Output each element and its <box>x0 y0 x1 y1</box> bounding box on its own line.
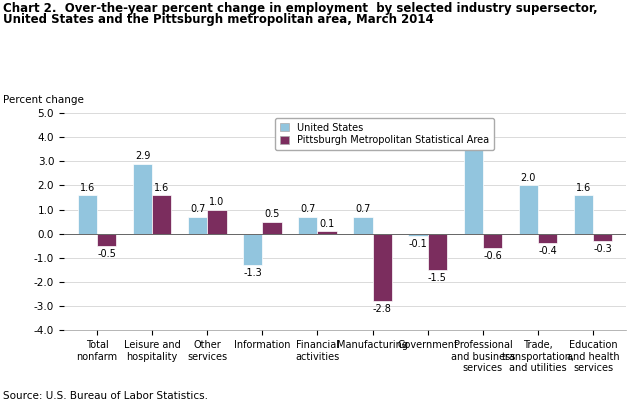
Bar <box>483 234 502 248</box>
Bar <box>463 144 483 234</box>
Text: -2.8: -2.8 <box>373 304 392 314</box>
Bar <box>133 164 152 234</box>
Text: 2.0: 2.0 <box>521 173 536 183</box>
Text: 3.7: 3.7 <box>466 132 481 142</box>
Bar <box>318 231 337 234</box>
Text: 1.6: 1.6 <box>576 183 591 193</box>
Text: 0.7: 0.7 <box>300 204 316 214</box>
Bar <box>263 222 282 234</box>
Bar <box>97 234 116 246</box>
Bar <box>78 195 97 234</box>
Text: -0.6: -0.6 <box>483 251 502 261</box>
Text: Percent change: Percent change <box>3 95 84 105</box>
Bar <box>538 234 557 243</box>
Text: -1.5: -1.5 <box>428 273 447 283</box>
Text: 0.5: 0.5 <box>265 209 280 219</box>
Text: United States and the Pittsburgh metropolitan area, March 2014: United States and the Pittsburgh metropo… <box>3 13 434 26</box>
Text: 1.6: 1.6 <box>154 183 169 193</box>
Bar <box>207 210 227 234</box>
Text: Source: U.S. Bureau of Labor Statistics.: Source: U.S. Bureau of Labor Statistics. <box>3 391 208 401</box>
Text: 1.6: 1.6 <box>80 183 95 193</box>
Bar <box>593 234 612 241</box>
Text: 2.9: 2.9 <box>135 151 150 161</box>
Text: 0.1: 0.1 <box>320 219 335 229</box>
Bar <box>353 217 373 234</box>
Text: 0.7: 0.7 <box>190 204 205 214</box>
Text: -0.5: -0.5 <box>97 249 116 259</box>
Bar <box>408 234 427 236</box>
Bar <box>188 217 207 234</box>
Bar <box>574 195 593 234</box>
Text: Chart 2.  Over-the-year percent change in employment  by selected industry super: Chart 2. Over-the-year percent change in… <box>3 2 598 15</box>
Bar <box>298 217 318 234</box>
Bar <box>152 195 171 234</box>
Text: -0.4: -0.4 <box>538 246 557 256</box>
Text: -0.1: -0.1 <box>409 239 427 249</box>
Text: 1.0: 1.0 <box>209 197 224 207</box>
Bar <box>519 185 538 234</box>
Text: -0.3: -0.3 <box>594 244 612 254</box>
Text: 0.7: 0.7 <box>355 204 371 214</box>
Bar <box>373 234 392 301</box>
Legend: United States, Pittsburgh Metropolitan Statistical Area: United States, Pittsburgh Metropolitan S… <box>275 118 494 150</box>
Text: -1.3: -1.3 <box>243 268 262 278</box>
Bar <box>427 234 447 270</box>
Bar <box>243 234 263 265</box>
